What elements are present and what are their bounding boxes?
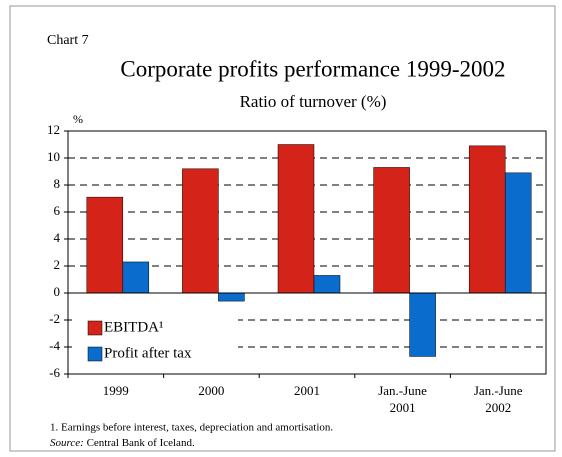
legend-swatch — [87, 346, 103, 362]
bar — [504, 172, 532, 294]
x-tick-label: Jan.-June 2001 — [378, 383, 427, 415]
y-unit: % — [73, 112, 83, 126]
footnote: 1. Earnings before interest, taxes, depr… — [50, 422, 333, 434]
bar — [218, 292, 245, 302]
chart-label: Chart 7 — [47, 33, 89, 48]
bar — [277, 144, 315, 294]
bar — [86, 196, 124, 294]
source: Source: Central Bank of Iceland. — [50, 437, 195, 449]
source-label: Source: — [50, 437, 84, 449]
y-tick-label: 10 — [47, 149, 60, 164]
chart-title: Corporate profits performance 1999-2002 — [120, 56, 505, 81]
y-tick-label: -6 — [49, 365, 60, 380]
y-tick-label: 2 — [54, 257, 61, 272]
x-tick-label: Jan.-June 2002 — [474, 383, 523, 415]
legend-label: EBITDA¹ — [104, 319, 164, 335]
y-tick-label: 8 — [54, 176, 61, 191]
bar — [182, 168, 219, 294]
y-tick-label: 0 — [54, 284, 61, 299]
x-tick-label: 2001 — [294, 383, 320, 398]
chart-subtitle: Ratio of turnover (%) — [240, 92, 387, 111]
y-tick-label: 6 — [54, 203, 61, 218]
y-tick-label: 4 — [54, 230, 61, 245]
bar — [468, 145, 506, 294]
legend-swatch — [87, 320, 103, 336]
x-tick-label-line: Jan.-June — [474, 383, 523, 398]
legend-label: Profit after tax — [104, 345, 192, 361]
source-text: Central Bank of Iceland. — [87, 437, 195, 449]
x-tick-label: 2000 — [198, 383, 224, 398]
x-tick-label-line: Jan.-June — [378, 383, 427, 398]
x-tick-label: 1999 — [103, 383, 129, 398]
x-tick-label-line: 2001 — [390, 400, 416, 415]
y-tick-label: -4 — [49, 338, 60, 353]
y-tick-label: 12 — [47, 122, 60, 137]
bar — [122, 261, 150, 294]
bar — [409, 292, 436, 357]
x-tick-label-line: 2002 — [485, 400, 511, 415]
bar — [373, 167, 410, 294]
bar — [313, 275, 341, 294]
y-tick-label: -2 — [49, 311, 60, 326]
